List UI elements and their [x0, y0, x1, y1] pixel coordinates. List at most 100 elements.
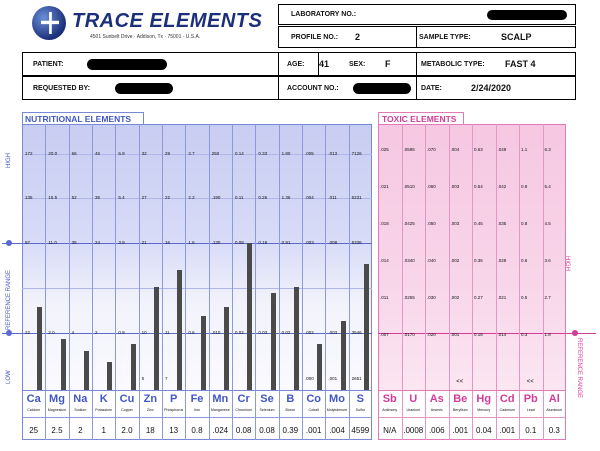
tick-label: 27 — [141, 195, 147, 200]
tick-label: .001 — [328, 376, 338, 381]
toxic-column-divider — [495, 124, 497, 440]
column-divider — [45, 124, 47, 440]
tick-label: 7 — [165, 376, 168, 381]
toxic-tick-label: .025 — [380, 147, 389, 152]
result-bar — [270, 293, 276, 390]
element-symbol: Fe — [190, 393, 204, 405]
result-bar — [294, 286, 299, 390]
reference-line — [2, 243, 372, 244]
tick-label: 0.11 — [235, 195, 244, 200]
toxic-column-divider — [401, 124, 403, 440]
less-than-marker: << — [456, 379, 464, 385]
redacted-laboratory-no — [487, 10, 567, 20]
toxic-element-name: Cadmium — [499, 408, 515, 412]
toxic-tick-label: .070 — [427, 147, 436, 152]
toxic-axis-high: HIGH — [564, 256, 570, 271]
tick-label: 4 — [71, 330, 75, 335]
element-name: Manganese — [210, 408, 230, 412]
tick-label: 35 — [71, 240, 77, 245]
element-name: Iron — [193, 408, 201, 412]
toxic-tick-label: .0510 — [403, 184, 415, 189]
tick-label: 16 — [165, 240, 171, 245]
element-result: 18 — [145, 426, 155, 435]
tick-label: 2651 — [351, 376, 362, 381]
profile-no-value: 2 — [355, 32, 361, 42]
element-result: 0.8 — [191, 426, 203, 435]
toxic-tick-label: .018 — [380, 221, 389, 226]
tick-label: 32 — [141, 151, 147, 156]
sex-label: SEX: — [349, 61, 366, 68]
toxic-tick-label: .004 — [450, 147, 460, 152]
tick-label: 2.2 — [188, 195, 195, 200]
toxic-tick-label: 4.5 — [544, 221, 551, 226]
column-divider — [68, 124, 70, 440]
toxic-tick-label: .014 — [497, 332, 507, 337]
tick-label: .130 — [211, 240, 221, 245]
toxic-tick-label: 2.7 — [544, 295, 551, 300]
toxic-reference-arrow-icon — [572, 330, 578, 336]
toxic-tick-label: 1.1 — [521, 147, 528, 152]
tick-label: 0.02 — [235, 330, 244, 335]
result-bar — [364, 263, 369, 390]
tick-label: 3.9 — [118, 240, 125, 245]
nutritional-axis-high: HIGH — [6, 153, 12, 168]
toxic-element-symbol: Be — [453, 393, 468, 405]
element-name: Potassium — [95, 408, 113, 412]
company-name: TRACE ELEMENTS — [72, 10, 263, 32]
tick-label: 6.9 — [118, 151, 125, 156]
tick-label: 0.18 — [258, 240, 268, 245]
element-symbol: Na — [73, 393, 88, 405]
date-label: DATE: — [421, 85, 442, 92]
axis-baseline — [22, 390, 372, 391]
reference-arrow-icon — [6, 240, 12, 246]
toxic-element-result: .006 — [428, 426, 445, 435]
tick-label: 22 — [25, 330, 31, 335]
toxic-tick-label: 0.9 — [521, 184, 528, 189]
element-result: .024 — [212, 426, 229, 435]
toxic-tick-label: .003 — [450, 184, 460, 189]
tick-label: 1.6 — [188, 240, 195, 245]
element-name: Cobalt — [308, 408, 319, 412]
column-divider — [325, 124, 327, 440]
element-symbol: Mn — [212, 393, 229, 405]
toxic-tick-label: .060 — [427, 184, 436, 189]
toxic-element-symbol: As — [429, 393, 444, 405]
element-result: .004 — [329, 426, 345, 435]
grid-line — [22, 288, 372, 289]
nutritional-frame — [22, 124, 372, 440]
redacted-patient-name — [87, 59, 167, 70]
redacted-account-no — [353, 83, 411, 94]
result-bar — [37, 307, 43, 390]
element-symbol: Cr — [237, 393, 250, 405]
tick-label: 0.33 — [258, 151, 268, 156]
element-name: Sodium — [74, 408, 87, 412]
toxic-element-name: Mercury — [477, 408, 491, 412]
element-symbol: Mo — [329, 393, 345, 405]
toxic-title-tab — [378, 112, 464, 125]
toxic-element-name: Arsenic — [430, 408, 443, 412]
tick-label: 20.0 — [48, 151, 58, 156]
toxic-tick-label: .001 — [450, 332, 460, 337]
tick-label: 2.0 — [48, 330, 55, 335]
toxic-tick-label: .042 — [497, 184, 507, 189]
toxic-element-name: Lead — [526, 408, 535, 412]
toxic-element-result: .0008 — [403, 426, 424, 435]
element-name: Boron — [285, 408, 296, 412]
sample-type-label: SAMPLE TYPE: — [419, 34, 471, 41]
element-symbol: P — [169, 393, 178, 405]
result-row-divider — [22, 417, 372, 418]
toxic-element-symbol: Al — [548, 393, 560, 405]
toxic-element-result: 0.1 — [525, 426, 537, 435]
grid-line — [22, 198, 372, 199]
result-bar — [247, 242, 253, 390]
toxic-tick-label: .050 — [427, 221, 436, 226]
tick-label: 52 — [71, 195, 77, 200]
toxic-element-symbol: Pb — [523, 393, 538, 405]
toxic-column-divider — [472, 124, 473, 440]
tick-label: 0.08 — [235, 240, 244, 245]
toxic-element-name: Beryllium — [452, 408, 468, 412]
element-symbol: Ca — [26, 393, 41, 405]
tick-label: .008 — [328, 240, 338, 245]
toxic-tick-label: 0.27 — [474, 295, 483, 300]
